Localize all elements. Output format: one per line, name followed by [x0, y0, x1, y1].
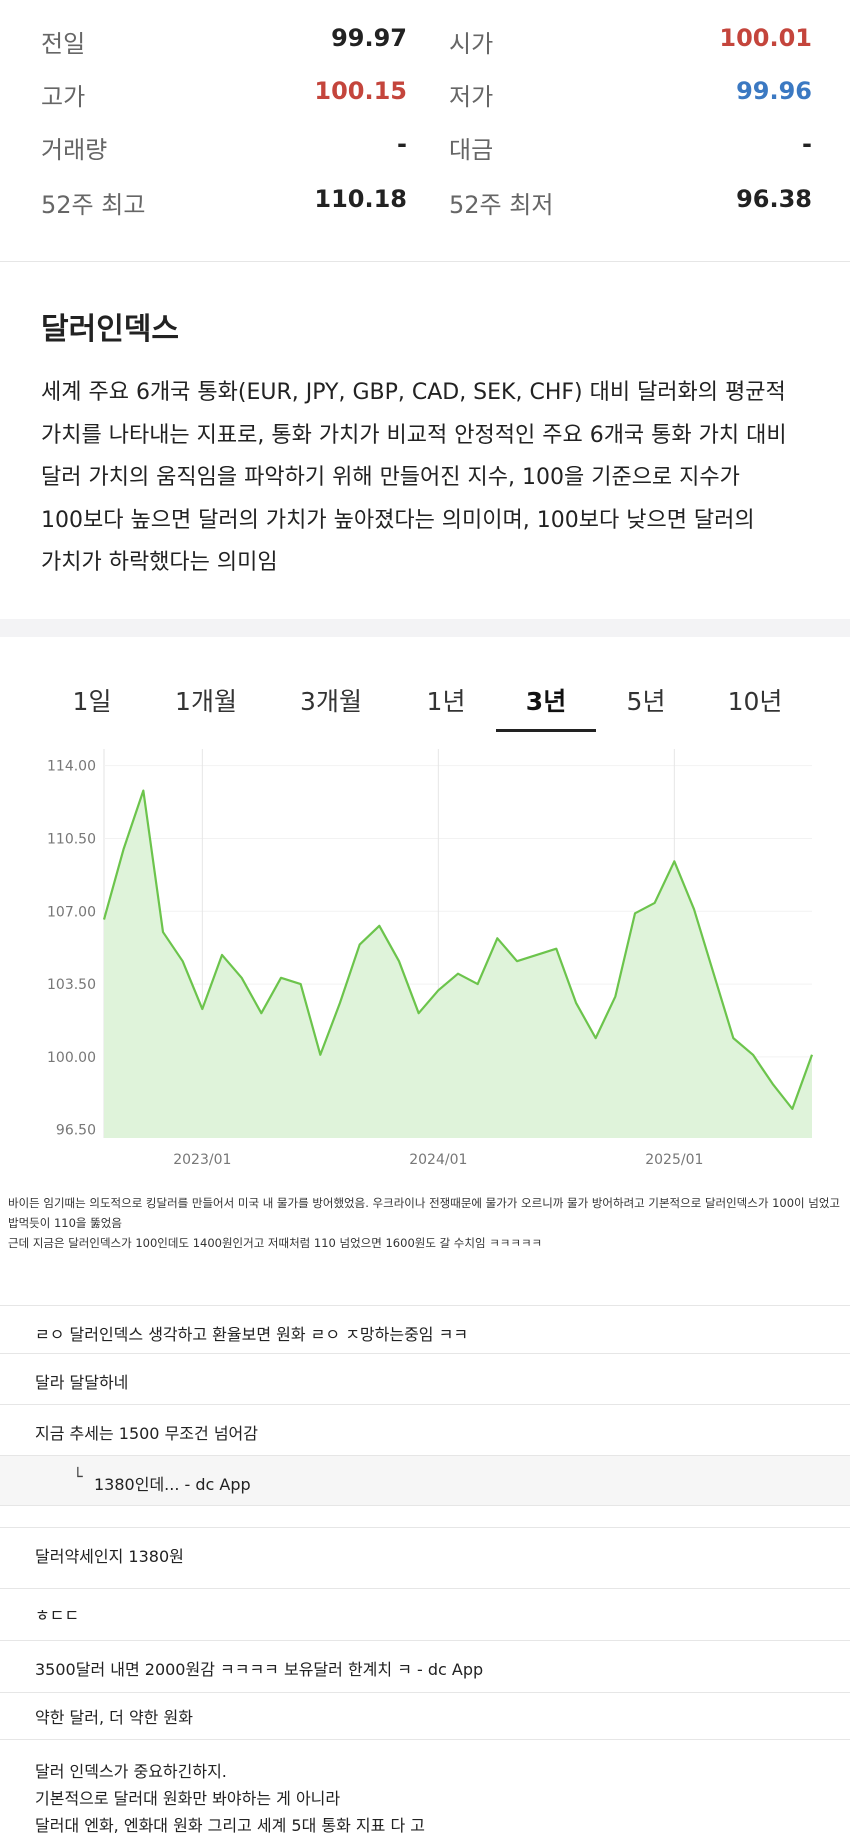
- y-tick-label: 107.00: [47, 904, 96, 920]
- separator: [0, 1455, 850, 1456]
- comment[interactable]: ㄹㅇ 달러인덱스 생각하고 환율보면 원화 ㄹㅇ ㅈ망하는중임 ㅋㅋ: [35, 1325, 469, 1344]
- note-line: 바이든 임기때는 의도적으로 킹달러를 만들어서 미국 내 물가를 방어했었음.…: [8, 1196, 840, 1230]
- separator: [0, 1404, 850, 1405]
- x-tick-label: 2025/01: [645, 1152, 703, 1168]
- period-tab[interactable]: 3개월: [300, 687, 362, 716]
- period-tab[interactable]: 10년: [727, 687, 783, 716]
- reply[interactable]: 1380인데... - dc App: [94, 1475, 251, 1494]
- period-tab[interactable]: 1개월: [175, 687, 237, 716]
- stat-label: 거래량: [41, 136, 108, 164]
- y-tick-label: 114.00: [47, 759, 96, 775]
- y-tick-label: 100.00: [47, 1050, 96, 1066]
- reply-background: [0, 1456, 850, 1505]
- separator: [0, 1739, 850, 1740]
- line: [102, 789, 814, 1110]
- comment-line[interactable]: 달러대 엔화, 엔화대 원화 그리고 세계 5대 통화 지표 다 고: [35, 1816, 425, 1835]
- stat-value: 100.15: [314, 77, 407, 105]
- stat-value: 99.97: [331, 24, 407, 52]
- chart: 114.00 110.50 107.00 103.50 100.00 96.50 2023/…: [47, 749, 814, 1168]
- period-tab[interactable]: 1일: [72, 687, 112, 716]
- period-tab[interactable]: 1년: [426, 687, 466, 716]
- separator: [0, 1527, 850, 1528]
- stat-label: 저가: [449, 83, 494, 111]
- y-tick-label: 96.50: [56, 1123, 96, 1139]
- comment-line[interactable]: 기본적으로 달러대 원화만 봐야하는 게 아니라: [35, 1789, 341, 1808]
- x-tick-label: 2023/01: [173, 1152, 231, 1168]
- stat-label: 52주 최저: [449, 191, 554, 219]
- section-title: 달러인덱스: [41, 312, 179, 347]
- stat-value: 99.96: [736, 77, 812, 105]
- y-tick-label: 110.50: [47, 831, 96, 847]
- stat-value: 110.18: [314, 185, 407, 213]
- comment[interactable]: 달러약세인지 1380원: [35, 1547, 184, 1566]
- stat-label: 시가: [449, 30, 494, 58]
- divider: [0, 261, 850, 262]
- comment-line[interactable]: 달러 인덱스가 중요하긴하지.: [35, 1762, 227, 1781]
- separator: [0, 1505, 850, 1506]
- separator: [0, 1353, 850, 1354]
- separator: [0, 1305, 850, 1306]
- area: [104, 790, 812, 1138]
- separator: [0, 1692, 850, 1693]
- comment[interactable]: 달라 달달하네: [35, 1373, 129, 1392]
- stat-value: 100.01: [719, 24, 812, 52]
- stat-label: 고가: [41, 83, 86, 111]
- description: 세계 주요 6개국 통화(EUR, JPY, GBP, CAD, SEK, CH…: [41, 380, 787, 575]
- comment[interactable]: ㅎㄷㄷ: [35, 1606, 80, 1625]
- separator: [0, 1588, 850, 1589]
- period-tab[interactable]: 5년: [626, 687, 666, 716]
- period-tab[interactable]: 3년: [525, 687, 567, 716]
- y-tick-label: 103.50: [47, 977, 96, 993]
- stat-label: 대금: [449, 136, 494, 164]
- comment[interactable]: 3500달러 내면 2000원감 ㅋㅋㅋㅋ 보유달러 한계치 ㅋ - dc Ap…: [35, 1660, 484, 1679]
- comment[interactable]: 약한 달러, 더 약한 원화: [35, 1708, 193, 1727]
- reply-icon: └: [73, 1467, 83, 1486]
- note-line: 근데 지금은 달러인덱스가 100인데도 1400원인거고 저때처럼 110 넘…: [8, 1236, 543, 1250]
- section-band: [0, 619, 850, 637]
- stat-label: 전일: [41, 30, 86, 58]
- comment-note: 바이든 임기때는 의도적으로 킹달러를 만들어서 미국 내 물가를 방어했었음.…: [8, 1193, 843, 1253]
- active-tab-underline: [496, 729, 596, 732]
- x-tick-label: 2024/01: [409, 1152, 467, 1168]
- stat-value: -: [802, 130, 812, 158]
- stat-value: -: [397, 130, 407, 158]
- comment[interactable]: 지금 추세는 1500 무조건 넘어감: [35, 1424, 258, 1443]
- separator: [0, 1640, 850, 1641]
- stat-value: 96.38: [736, 185, 812, 213]
- stat-label: 52주 최고: [41, 191, 146, 219]
